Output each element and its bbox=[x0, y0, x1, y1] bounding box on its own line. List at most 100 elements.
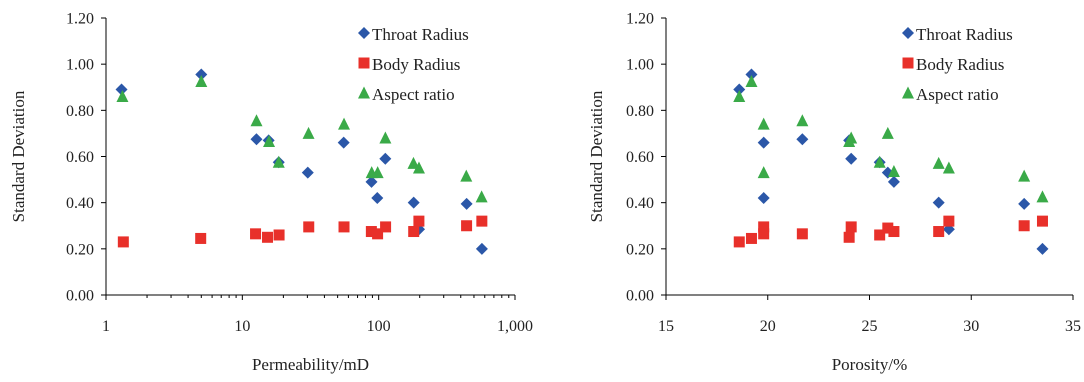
body-radius-point bbox=[338, 221, 350, 233]
x-tick-label: 30 bbox=[963, 318, 979, 335]
aspect-ratio-point bbox=[412, 161, 425, 174]
body-radius-point bbox=[262, 231, 274, 243]
body-radius-point bbox=[943, 215, 955, 227]
y-tick-label: 0.80 bbox=[66, 103, 94, 120]
y-axis-label: Standard Deviation bbox=[587, 90, 606, 222]
throat-radius-point bbox=[475, 242, 488, 255]
x-axis-label: Permeability/mD bbox=[252, 355, 369, 374]
aspect-ratio-point bbox=[379, 131, 392, 144]
aspect-ratio-point bbox=[263, 134, 276, 147]
y-tick-label: 1.20 bbox=[66, 11, 94, 28]
throat-radius-point bbox=[371, 192, 384, 205]
body-radius-point bbox=[796, 228, 808, 240]
body-radius-point bbox=[461, 220, 473, 232]
throat-radius-point bbox=[745, 68, 758, 81]
body-radius-point bbox=[195, 232, 207, 244]
body-radius-point bbox=[273, 229, 285, 241]
throat-radius-point bbox=[301, 166, 314, 179]
aspect-ratio-point bbox=[475, 190, 488, 203]
throat-radius-point bbox=[1018, 197, 1031, 210]
body-radius-point bbox=[874, 229, 886, 241]
legend-aspect-ratio-label: Aspect ratio bbox=[916, 85, 999, 104]
aspect-ratio-point bbox=[757, 166, 770, 179]
x-axis-label: Porosity/% bbox=[832, 355, 908, 374]
aspect-ratio-point bbox=[887, 165, 900, 178]
aspect-ratio-point bbox=[932, 156, 945, 169]
legend-throat-radius-marker bbox=[358, 27, 370, 39]
throat-radius-point bbox=[365, 175, 378, 188]
y-tick-label: 0.80 bbox=[626, 103, 654, 120]
aspect-ratio-point bbox=[195, 74, 208, 87]
aspect-ratio-point bbox=[757, 117, 770, 130]
throat-radius-point bbox=[115, 83, 128, 96]
throat-radius-point bbox=[1036, 242, 1049, 255]
throat-radius-point bbox=[250, 133, 263, 146]
body-radius-point bbox=[250, 228, 262, 240]
aspect-ratio-point bbox=[1018, 169, 1031, 182]
aspect-ratio-point bbox=[873, 155, 886, 168]
throat-radius-point bbox=[757, 192, 770, 205]
chart-2: 0.00 0.20 0.40 0.60 0.80 1.00 1.20 15 20 25 30 35 Po… bbox=[587, 11, 1081, 375]
x-tick-label: 1,000 bbox=[497, 318, 533, 335]
legend-throat-radius-label: Throat Radius bbox=[916, 25, 1013, 44]
x-tick-label: 25 bbox=[862, 318, 878, 335]
aspect-ratio-point bbox=[745, 74, 758, 87]
x-tick-label: 35 bbox=[1065, 318, 1081, 335]
x-tick-label: 15 bbox=[658, 318, 674, 335]
legend-body-radius-label: Body Radius bbox=[916, 55, 1004, 74]
body-radius-point bbox=[733, 236, 745, 248]
body-radius-point bbox=[933, 226, 945, 238]
legend: Throat Radius Body Radius Aspect ratio bbox=[902, 25, 1013, 104]
body-radius-point bbox=[758, 221, 770, 233]
throat-radius-point bbox=[460, 197, 473, 210]
throat-radius-point bbox=[733, 83, 746, 96]
body-radius-point bbox=[408, 226, 420, 238]
body-radius-point bbox=[882, 222, 894, 234]
throat-radius-point bbox=[845, 152, 858, 165]
body-radius-point bbox=[380, 221, 392, 233]
body-radius-point bbox=[758, 228, 770, 240]
throat-radius-point bbox=[932, 196, 945, 209]
y-tick-label: 0.40 bbox=[66, 195, 94, 212]
legend-body-radius-marker bbox=[902, 57, 914, 69]
y-tick-label: 0.20 bbox=[626, 241, 654, 258]
legend-body-radius-label: Body Radius bbox=[372, 55, 460, 74]
aspect-ratio-point bbox=[338, 117, 351, 130]
body-radius-point bbox=[303, 221, 315, 233]
x-tick-label: 100 bbox=[367, 318, 391, 335]
legend: Throat Radius Body Radius Aspect ratio bbox=[358, 25, 469, 104]
throat-radius-point bbox=[337, 136, 350, 149]
body-radius-point bbox=[365, 226, 377, 238]
y-tick-label: 1.00 bbox=[66, 57, 94, 74]
body-radius-point bbox=[413, 215, 425, 227]
aspect-ratio-point bbox=[116, 89, 129, 102]
aspect-ratio-point bbox=[272, 155, 285, 168]
x-tick-label: 1 bbox=[102, 318, 110, 335]
aspect-ratio-point bbox=[733, 89, 746, 102]
y-tick-label: 1.20 bbox=[626, 11, 654, 28]
legend-throat-radius-marker bbox=[902, 27, 914, 39]
y-tick-label: 0.40 bbox=[626, 195, 654, 212]
legend-aspect-ratio-marker bbox=[902, 86, 914, 99]
body-radius-point bbox=[1018, 220, 1030, 232]
aspect-ratio-point bbox=[407, 156, 420, 169]
aspect-ratio-point bbox=[302, 126, 315, 139]
body-radius-point bbox=[476, 215, 488, 227]
body-radius-point bbox=[117, 236, 129, 248]
aspect-ratio-point bbox=[881, 126, 894, 139]
throat-radius-point bbox=[796, 133, 809, 146]
body-radius-point bbox=[888, 226, 900, 238]
y-axis-label: Standard Deviation bbox=[9, 90, 28, 222]
y-tick-label: 0.60 bbox=[626, 149, 654, 166]
aspect-ratio-point bbox=[460, 169, 473, 182]
legend-body-radius-marker bbox=[358, 57, 370, 69]
throat-radius-point bbox=[887, 175, 900, 188]
aspect-ratio-point bbox=[796, 114, 809, 127]
x-tick-label: 10 bbox=[234, 318, 250, 335]
throat-radius-point bbox=[195, 68, 208, 81]
aspect-ratio-point bbox=[845, 131, 858, 144]
chart-1: 0.00 0.20 0.40 0.60 0.80 1.00 1.20 1 10 100 1,000 P… bbox=[9, 11, 533, 375]
y-tick-label: 0.20 bbox=[66, 241, 94, 258]
y-tick-label: 1.00 bbox=[626, 57, 654, 74]
